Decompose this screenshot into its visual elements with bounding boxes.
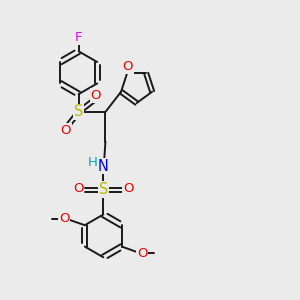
Text: O: O xyxy=(90,89,101,102)
Text: O: O xyxy=(59,212,70,225)
Text: S: S xyxy=(74,104,83,119)
Text: O: O xyxy=(137,247,147,260)
Text: N: N xyxy=(98,158,109,173)
Text: S: S xyxy=(99,182,108,197)
Text: O: O xyxy=(61,124,71,137)
Text: O: O xyxy=(122,60,133,74)
Text: O: O xyxy=(123,182,134,194)
Text: O: O xyxy=(73,182,84,194)
Text: H: H xyxy=(88,156,98,169)
Text: F: F xyxy=(75,32,82,44)
